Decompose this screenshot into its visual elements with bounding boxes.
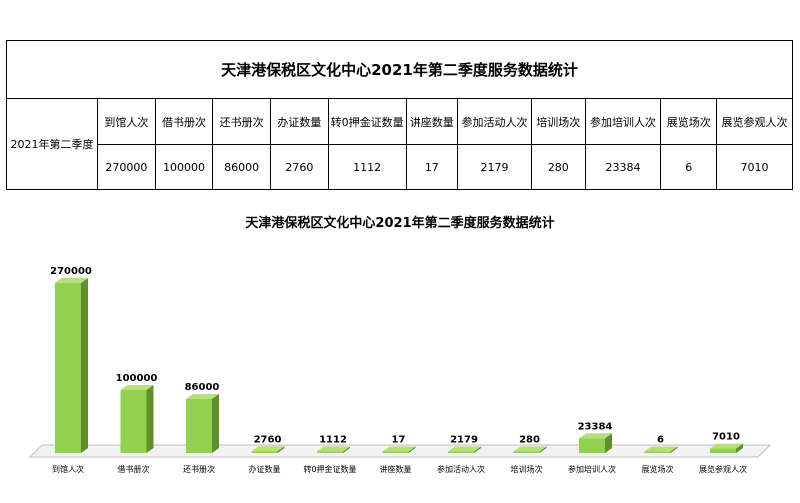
bar-side: [212, 393, 219, 453]
value-cell: 6: [660, 144, 718, 190]
value-cell: 280: [530, 144, 586, 190]
data-label: 280: [519, 435, 540, 446]
data-label: 7010: [712, 432, 740, 443]
header-cell: 参加活动人次: [457, 98, 532, 145]
bar-side: [670, 446, 678, 453]
category-label: 参加活动人次: [437, 464, 485, 474]
bar: [186, 398, 212, 453]
value-cell: 100000: [154, 144, 214, 190]
bar-top: [186, 393, 219, 399]
bar: [382, 451, 409, 453]
bar-side: [474, 446, 481, 453]
category-label: 培训场次: [511, 464, 543, 474]
data-label: 17: [392, 435, 406, 446]
bar: [55, 283, 81, 453]
category-label: 讲座数量: [380, 464, 412, 474]
value-cell: 2179: [457, 144, 532, 190]
data-label: 2179: [450, 435, 478, 446]
data-label: 2760: [254, 434, 282, 445]
bar-chart: 270000 到馆人次 100000 借书册次 86000 还书册次 2760 办证数量 111…: [28, 266, 772, 474]
value-cell: 17: [405, 144, 459, 190]
header-cell: 办证数量: [270, 98, 329, 145]
header-cell: 参加培训人次: [584, 98, 662, 145]
header-cell: 到馆人次: [97, 98, 156, 145]
value-cell: 2760: [270, 144, 329, 190]
bar-top: [382, 446, 416, 452]
bar: [251, 451, 278, 453]
header-cell: 展览参观人次: [716, 98, 793, 145]
category-label: 借书册次: [118, 464, 150, 474]
bar-side: [277, 446, 285, 453]
bar-side: [605, 433, 612, 453]
chart-title: 天津港保税区文化中心2021年第二季度服务数据统计: [245, 216, 555, 231]
bar: [644, 451, 671, 453]
data-label: 100000: [116, 373, 158, 384]
header-cell: 展览场次: [660, 98, 718, 145]
table-title: 天津港保税区文化中心2021年第二季度服务数据统计: [6, 40, 793, 99]
data-label: 270000: [50, 266, 92, 277]
header-cell: 培训场次: [530, 98, 586, 145]
value-cell: 86000: [212, 144, 271, 190]
bar-side: [408, 446, 416, 453]
bar-top: [55, 278, 88, 283]
bar-side: [343, 446, 350, 453]
bar-top: [579, 433, 612, 439]
bar-top: [710, 443, 743, 449]
category-label: 办证数量: [249, 464, 281, 474]
category-label: 展览参观人次: [699, 464, 747, 474]
header-cell: 借书册次: [154, 98, 214, 145]
value-cell: 23384: [584, 144, 662, 190]
bar-top: [317, 446, 350, 452]
value-cell: 270000: [97, 144, 156, 190]
category-label: 展览场次: [642, 464, 674, 474]
header-cell: 还书册次: [212, 98, 271, 145]
bar-top: [644, 446, 678, 452]
bar-top: [251, 446, 285, 452]
bar: [120, 390, 147, 453]
data-label: 1112: [319, 435, 347, 446]
data-label: 6: [657, 435, 664, 446]
data-label: 86000: [185, 382, 220, 393]
bar-side: [81, 278, 88, 453]
bar: [448, 451, 474, 453]
stats-table: 天津港保税区文化中心2021年第二季度服务数据统计 2021年第二季度 到馆人次…: [5, 40, 793, 190]
header-cell: 讲座数量: [405, 98, 459, 145]
category-label: 参加培训人次: [568, 464, 616, 474]
row-label: 2021年第二季度: [5, 98, 99, 190]
bar-top: [120, 385, 154, 391]
bar: [710, 448, 736, 453]
category-label: 到馆人次: [52, 464, 84, 474]
value-cell: 7010: [716, 144, 793, 190]
category-label: 还书册次: [183, 464, 215, 474]
bar-side: [539, 446, 547, 453]
bar-top: [448, 446, 481, 452]
data-label: 23384: [578, 421, 613, 432]
bar-side: [736, 443, 743, 453]
bar: [579, 438, 605, 453]
category-label: 转0押金证数量: [303, 464, 356, 474]
header-cell: 转0押金证数量: [327, 98, 407, 145]
bar: [317, 451, 343, 453]
value-cell: 1112: [327, 144, 407, 190]
bar: [513, 451, 540, 453]
bar-side: [146, 385, 154, 453]
bar-top: [513, 446, 547, 452]
